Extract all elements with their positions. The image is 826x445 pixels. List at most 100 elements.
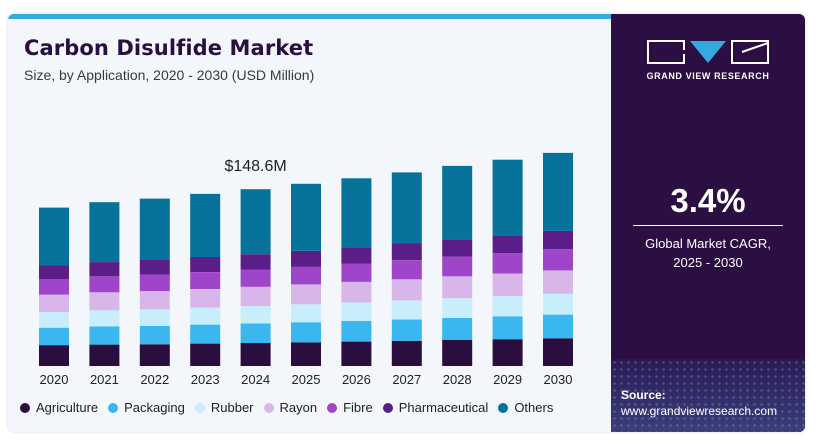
legend-label: Agriculture [36,400,99,415]
bar-segment-2021-agriculture [89,344,120,366]
bar-segment-2023-fibre [190,272,221,289]
bar-segment-2020-pharmaceutical [39,265,69,279]
legend-item-rayon: Rayon [263,400,317,415]
bar-segment-2029-rubber [492,296,523,317]
bar-segment-2029-agriculture [492,339,523,366]
bar-segment-2023-pharmaceutical [190,257,221,272]
bar-segment-2027-agriculture [391,340,422,366]
legend-swatch [498,402,509,413]
infographic-card: Carbon Disulfide Market Size, by Applica… [8,14,805,432]
bar-segment-2030-rayon [543,270,573,294]
bar-segment-2029-fibre [492,253,523,274]
x-tick-label: 2024 [241,372,270,387]
bar-segment-2028-rubber [442,298,473,318]
bar-segment-2030-agriculture [543,338,573,366]
bar-segment-2027-others [391,172,422,244]
bar-segment-2020-rubber [39,312,69,328]
bar-segment-2022-rayon [139,291,170,310]
bar-segment-2020-agriculture [39,345,69,366]
bar-segment-2030-fibre [543,249,573,271]
bar-segment-2025-packaging [291,322,321,343]
bar-segment-2030-packaging [543,314,573,339]
source-url-link[interactable]: www.grandviewresearch.com [621,404,778,418]
bar-segment-2020-rayon [39,294,69,313]
bar-segment-2021-rubber [89,310,120,327]
data-label-annotation: $148.6M [224,158,286,175]
bar-segment-2030-pharmaceutical [543,230,573,250]
bar-segment-2025-others [291,183,321,251]
bar-segment-2028-pharmaceutical [442,239,473,257]
cagr-label-line1: Global Market CAGR, [645,236,771,251]
cagr-value: 3.4% [670,182,746,219]
bar-segment-2029-rayon [492,273,523,297]
x-tick-label: 2025 [292,372,321,387]
bar-segment-2028-packaging [442,317,473,340]
bar-segment-2030-rubber [543,293,573,315]
bar-segment-2028-others [442,165,473,240]
bar-segment-2025-fibre [291,266,321,285]
bar-segment-2021-packaging [89,326,120,345]
bar-segment-2028-fibre [442,256,473,277]
x-tick-label: 2026 [342,372,371,387]
bar-segment-2024-agriculture [240,343,271,366]
bar-segment-2028-agriculture [442,340,473,366]
legend-item-pharmaceutical: Pharmaceutical [382,400,488,415]
summary-panel: GRAND VIEW RESEARCH 3.4% Global Market C… [611,14,805,432]
bar-segment-2025-rubber [291,304,321,323]
legend-item-fibre: Fibre [327,400,373,415]
x-tick-label: 2027 [392,372,421,387]
bar-segment-2029-packaging [492,316,523,340]
bar-segment-2027-packaging [391,319,422,341]
accent-bar [8,14,611,19]
legend-label: Fibre [343,400,373,415]
bar-segment-2023-packaging [190,324,221,344]
legend-item-packaging: Packaging [108,400,185,415]
bar-segment-2024-pharmaceutical [240,254,271,270]
bar-segment-2024-rubber [240,306,271,324]
bar-segment-2025-pharmaceutical [291,250,321,267]
bar-segment-2028-rayon [442,276,473,299]
legend-swatch [108,402,119,413]
bar-segment-2027-rubber [391,300,422,320]
source-label: Source: [621,388,666,402]
bar-segment-2022-fibre [139,274,170,292]
brand-logo-icon [647,40,769,64]
bar-segment-2024-fibre [240,269,271,287]
bar-segment-2024-others [240,189,271,255]
bar-segment-2020-packaging [39,327,69,346]
legend-label: Others [514,400,554,415]
source-band [611,359,805,432]
bar-segment-2023-agriculture [190,343,221,366]
cagr-label-line2: 2025 - 2030 [673,255,743,270]
bar-segment-2026-rubber [341,302,372,321]
cagr-label: Global Market CAGR, 2025 - 2030 [611,234,805,272]
bar-segment-2021-others [89,202,120,263]
legend-item-agriculture: Agriculture [20,400,98,415]
bar-segment-2022-packaging [139,325,170,345]
bar-segment-2026-agriculture [341,341,372,366]
chart-legend: Agriculture Packaging Rubber Rayon Fibre Phar… [20,400,563,415]
legend-swatch [263,402,274,413]
bar-segment-2020-others [39,207,69,266]
bar-segment-2020-fibre [39,279,69,295]
chart-subtitle: Size, by Application, 2020 - 2030 (USD M… [24,67,315,83]
x-tick-label: 2028 [443,372,472,387]
x-tick-label: 2023 [191,372,220,387]
legend-item-others: Others [498,400,553,415]
bar-segment-2022-pharmaceutical [139,260,170,275]
bar-segment-2026-pharmaceutical [341,247,372,264]
bar-segment-2027-rayon [391,279,422,301]
legend-swatch [20,402,30,413]
bar-segment-2022-rubber [139,309,170,326]
legend-swatch [327,402,338,413]
bar-segment-2027-fibre [391,260,422,280]
bar-segment-2022-agriculture [139,344,170,366]
x-tick-label: 2022 [140,372,169,387]
x-tick-label: 2021 [90,372,119,387]
legend-swatch [194,402,205,413]
bar-segment-2025-rayon [291,284,321,305]
bar-segment-2026-fibre [341,263,372,282]
legend-item-rubber: Rubber [194,400,254,415]
bar-segment-2029-pharmaceutical [492,235,523,254]
bar-segment-2023-rubber [190,307,221,325]
